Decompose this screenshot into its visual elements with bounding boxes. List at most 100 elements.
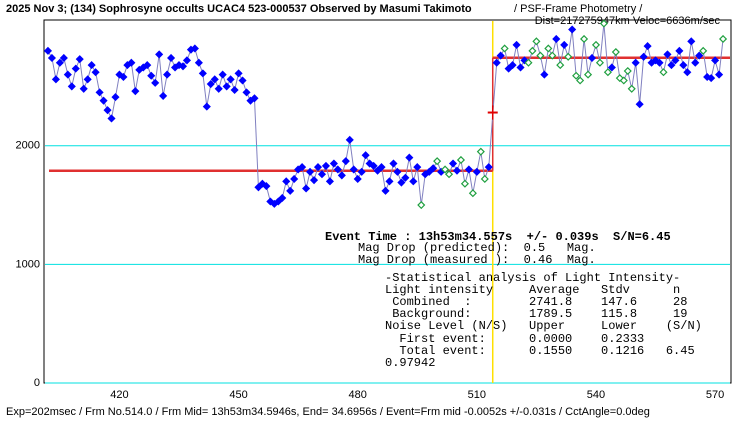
data-point [695,51,704,60]
connector [583,38,589,75]
data-point [198,69,207,78]
data-point [409,177,418,186]
data-point [238,76,247,85]
connector [472,171,478,194]
connector [543,48,549,75]
data-point [480,174,489,184]
data-point [218,70,227,79]
data-point [290,174,299,184]
data-point [504,64,513,73]
footer: Exp=202msec / Frm No.514.0 / Frm Mid= 13… [6,406,650,418]
data-point [147,71,156,80]
data-point [707,74,716,83]
event-time: Event Time : 13h53m34.557s +/- 0.039s S/… [325,230,671,244]
connector [206,83,212,107]
data-point [528,46,537,55]
data-point [587,53,597,63]
connector [253,98,259,188]
connector [516,44,522,68]
connector [599,23,605,63]
data-point [47,53,56,63]
data-point [361,151,370,160]
data-point [492,58,501,67]
connector [114,74,120,98]
data-point [369,161,378,170]
data-point [67,82,76,91]
data-point [619,76,628,85]
data-point [540,70,549,79]
data-point [643,42,652,51]
connector [420,174,426,206]
data-point [536,51,545,60]
data-point [151,78,160,87]
data-point [500,44,509,53]
data-point [333,165,342,174]
data-point [99,96,108,105]
annotation: Light intensity Average Stdv n [385,283,680,297]
data-point [127,58,136,67]
data-point [627,84,636,93]
data-point [635,100,644,109]
connector [111,97,116,119]
data-point [91,68,100,77]
data-point [671,56,680,65]
data-point [417,201,426,210]
data-point [679,61,688,70]
data-point [516,63,525,72]
annotation: Total event: 0.1550 0.1216 6.45 [385,344,695,358]
data-point [302,184,311,193]
data-point [214,84,223,93]
data-point [603,68,612,77]
x-tick-label: 450 [229,389,247,401]
data-point [393,167,402,176]
data-point [611,47,620,57]
data-point [595,58,605,67]
connector [686,41,692,73]
x-tick-label: 570 [706,389,724,401]
data-point [178,62,188,71]
data-point [206,80,215,89]
data-point [659,68,668,77]
data-point [174,61,184,70]
data-point [317,170,327,179]
data-point [155,50,164,59]
data-point [202,102,211,111]
annotation: 0.97942 [385,356,435,370]
data-point [441,165,450,174]
connector [345,139,351,162]
data-point [250,94,259,103]
data-point [353,174,362,184]
annotation: Combined : 2741.8 147.6 28 [385,295,687,309]
data-point [413,163,422,172]
connector [635,62,641,105]
data-point [274,197,283,206]
data-point [83,75,92,84]
connector [639,56,645,105]
data-point [452,166,462,175]
data-point [532,37,541,46]
connector [349,139,355,170]
data-point [266,197,275,206]
data-point [631,58,640,67]
data-point [111,93,120,102]
data-point [385,177,394,186]
data-point [282,177,291,186]
data-point [663,50,672,59]
chart-title: 2025 Nov 3; (134) Sophrosyne occults UCA… [6,3,472,15]
data-point [43,46,53,55]
data-point [107,114,116,123]
data-point [381,186,390,195]
x-tick-label: 510 [468,389,486,401]
connector [162,74,168,97]
chart-subtitle: / PSF-Frame Photometry / [514,3,643,15]
connector [480,151,486,180]
connector [571,29,577,76]
data-point [337,171,346,180]
connector [158,54,164,96]
data-point [512,40,521,49]
data-point [472,167,481,176]
data-point [583,70,593,79]
data-point [313,163,323,172]
annotation: Mag Drop (measured ): 0.46 Mag. [358,253,596,267]
